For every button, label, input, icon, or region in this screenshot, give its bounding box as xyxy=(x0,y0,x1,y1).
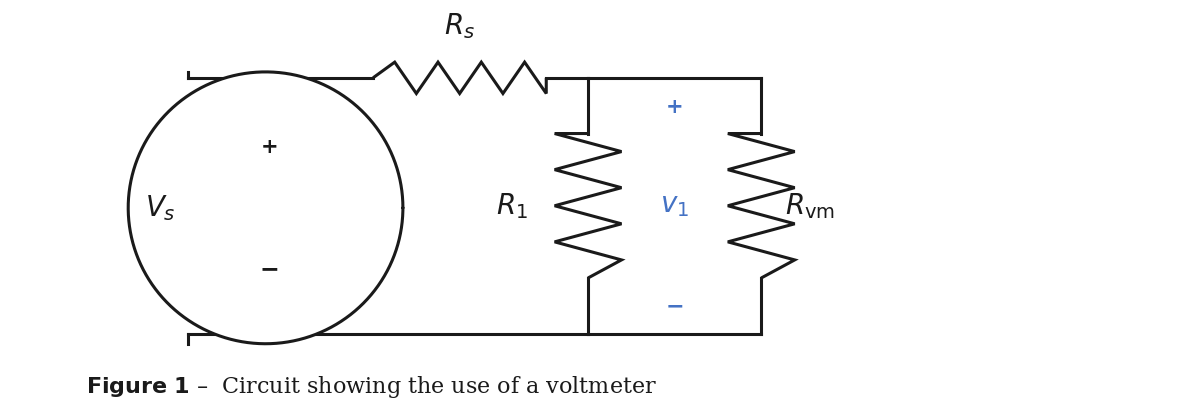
Ellipse shape xyxy=(128,72,403,344)
Text: $V_s$: $V_s$ xyxy=(145,193,176,223)
Text: $R_{\mathrm{vm}}$: $R_{\mathrm{vm}}$ xyxy=(785,191,835,221)
Text: −: − xyxy=(259,257,280,281)
Text: −: − xyxy=(665,297,684,317)
Text: $R_s$: $R_s$ xyxy=(444,11,475,41)
Text: $R_1$: $R_1$ xyxy=(497,191,528,221)
Text: +: + xyxy=(260,137,278,157)
Text: $v_1$: $v_1$ xyxy=(660,192,689,219)
Text: +: + xyxy=(666,97,684,117)
Text: $\bf{Figure\ 1}$ –  Circuit showing the use of a voltmeter: $\bf{Figure\ 1}$ – Circuit showing the u… xyxy=(86,374,658,400)
